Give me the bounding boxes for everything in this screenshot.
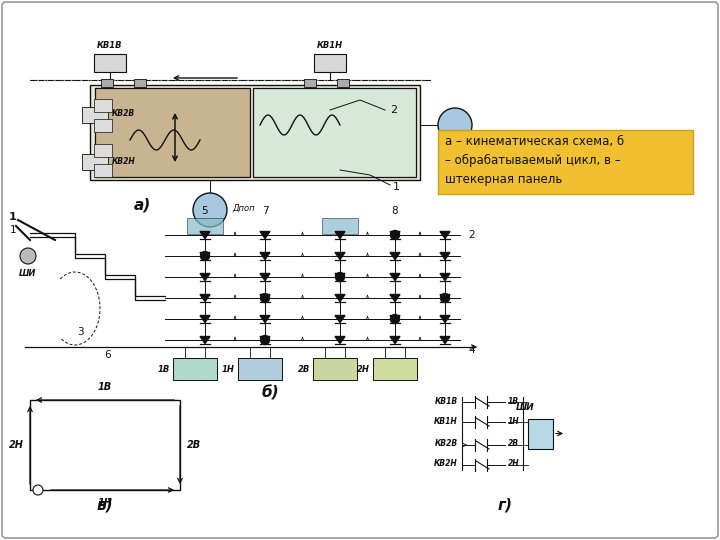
Polygon shape: [335, 315, 345, 322]
Text: КВ1Н: КВ1Н: [317, 41, 343, 50]
Text: 1: 1: [9, 225, 17, 235]
Polygon shape: [440, 336, 450, 343]
Bar: [94, 144, 112, 157]
Polygon shape: [200, 336, 210, 343]
Text: 1В: 1В: [158, 364, 170, 374]
Circle shape: [390, 314, 400, 323]
Text: 2Н: 2Н: [508, 460, 520, 469]
Bar: [90, 85, 420, 180]
Text: 1Н: 1Н: [508, 416, 520, 426]
Polygon shape: [260, 232, 270, 239]
Text: 3: 3: [77, 327, 84, 337]
Text: 1В: 1В: [508, 396, 519, 406]
Polygon shape: [200, 273, 210, 280]
Polygon shape: [200, 253, 210, 260]
Text: 2В: 2В: [508, 440, 519, 449]
Polygon shape: [390, 336, 400, 343]
Bar: [304, 79, 316, 87]
Bar: [101, 79, 113, 87]
Circle shape: [261, 294, 269, 302]
Text: 1Н: 1Н: [98, 498, 112, 508]
Text: б): б): [261, 385, 279, 400]
Polygon shape: [200, 294, 210, 301]
Bar: [238, 358, 282, 380]
Circle shape: [33, 485, 43, 495]
Polygon shape: [200, 232, 210, 239]
Polygon shape: [335, 294, 345, 301]
Text: 5: 5: [202, 206, 208, 216]
Polygon shape: [440, 273, 450, 280]
Polygon shape: [390, 253, 400, 260]
Text: 8: 8: [392, 206, 398, 216]
Bar: [134, 79, 146, 87]
Bar: [438, 130, 693, 194]
Bar: [253, 88, 416, 177]
Text: 2В: 2В: [187, 440, 201, 450]
Text: ШИ: ШИ: [19, 269, 37, 278]
Bar: [30, 400, 180, 490]
Polygon shape: [260, 315, 270, 322]
Text: ШИ: ШИ: [516, 402, 534, 411]
Bar: [173, 358, 217, 380]
Bar: [94, 119, 112, 132]
Bar: [528, 418, 553, 449]
Text: КВ2Н: КВ2Н: [434, 460, 458, 469]
Text: а – кинематическая схема, б
– обрабатываемый цикл, в –
штекерная панель: а – кинематическая схема, б – обрабатыва…: [445, 134, 624, 186]
Text: в): в): [96, 498, 113, 513]
Polygon shape: [260, 336, 270, 343]
Text: 7: 7: [261, 206, 269, 216]
Text: Дпоп: Дпоп: [232, 204, 255, 213]
Polygon shape: [335, 253, 345, 260]
Text: КВ1Н: КВ1Н: [434, 416, 458, 426]
Text: 1: 1: [9, 212, 17, 222]
Text: КВ2В: КВ2В: [112, 110, 135, 118]
Polygon shape: [335, 273, 345, 280]
Circle shape: [200, 252, 210, 260]
Polygon shape: [335, 232, 345, 239]
Polygon shape: [200, 315, 210, 322]
Polygon shape: [390, 273, 400, 280]
Bar: [94, 99, 112, 112]
Text: 2Н: 2Н: [357, 364, 370, 374]
Circle shape: [390, 231, 400, 240]
Text: 2Н: 2Н: [9, 440, 24, 450]
Text: г): г): [498, 498, 513, 513]
Bar: [322, 218, 358, 234]
Bar: [94, 54, 126, 72]
Bar: [187, 218, 223, 234]
Text: 4: 4: [468, 345, 474, 355]
Bar: [82, 154, 108, 170]
Text: 1В: 1В: [98, 382, 112, 392]
Polygon shape: [390, 315, 400, 322]
Bar: [82, 107, 108, 123]
Polygon shape: [335, 336, 345, 343]
Text: КВ2Н: КВ2Н: [112, 157, 136, 165]
Polygon shape: [260, 273, 270, 280]
Text: Дпр: Дпр: [446, 147, 464, 156]
Bar: [373, 358, 417, 380]
Bar: [95, 88, 250, 177]
Circle shape: [441, 294, 449, 302]
Text: 1Н: 1Н: [222, 364, 235, 374]
Circle shape: [438, 108, 472, 142]
Bar: [94, 164, 112, 177]
Circle shape: [261, 335, 269, 345]
Polygon shape: [440, 294, 450, 301]
Polygon shape: [390, 294, 400, 301]
Polygon shape: [260, 253, 270, 260]
Circle shape: [336, 273, 344, 281]
Bar: [337, 79, 349, 87]
Polygon shape: [390, 232, 400, 239]
Bar: [314, 54, 346, 72]
Text: 2: 2: [468, 230, 474, 240]
Polygon shape: [440, 315, 450, 322]
Polygon shape: [440, 253, 450, 260]
Text: 2В: 2В: [298, 364, 310, 374]
Text: а): а): [133, 197, 150, 212]
Text: 6: 6: [104, 350, 112, 360]
Text: КВ1В: КВ1В: [97, 41, 122, 50]
Text: 2: 2: [390, 105, 397, 115]
Circle shape: [193, 193, 227, 227]
Circle shape: [20, 248, 36, 264]
